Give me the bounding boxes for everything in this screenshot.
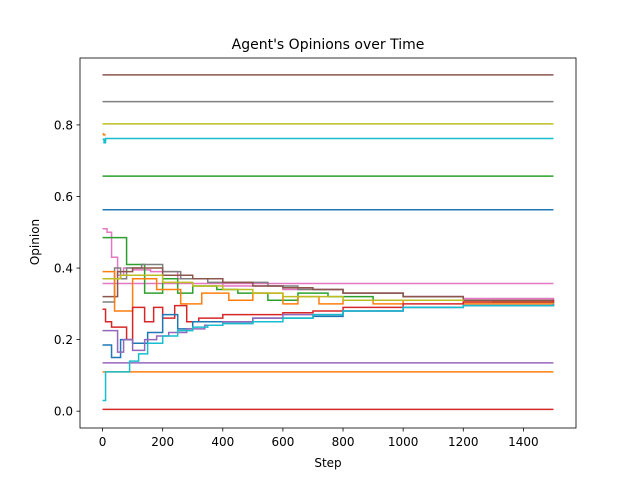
x-tick-label-6: 1200 <box>448 435 479 449</box>
series-line-20 <box>102 304 555 402</box>
chart-title: Agent's Opinions over Time <box>232 37 425 53</box>
series-line-14 <box>102 267 555 303</box>
series-line-4 <box>102 133 106 136</box>
x-tick-label-3: 600 <box>271 435 294 449</box>
y-tick-label-1: 0.2 <box>54 333 73 347</box>
y-axis-label: Opinion <box>28 219 42 265</box>
series-line-16 <box>102 274 555 304</box>
x-tick-label-4: 800 <box>332 435 355 449</box>
x-tick-label-5: 1000 <box>388 435 419 449</box>
x-axis-label: Step <box>314 456 341 470</box>
y-tick-label-0: 0.0 <box>54 405 73 419</box>
x-tick-label-7: 1400 <box>508 435 539 449</box>
series-line-17 <box>102 300 555 341</box>
plot-frame <box>79 57 577 429</box>
y-tick-label-2: 0.4 <box>54 262 73 276</box>
x-tick-label-0: 0 <box>99 435 107 449</box>
x-tick-label-1: 200 <box>151 435 174 449</box>
y-tick-label-4: 0.8 <box>54 118 73 132</box>
ticks-layer: 0 200 400 600 800 1000 1200 1400 0.0 0.2 0.4 0.6 0.8 <box>54 118 539 449</box>
y-tick-label-3: 0.6 <box>54 190 73 204</box>
series-line-3 <box>102 137 554 144</box>
series-layer <box>102 74 555 411</box>
x-tick-label-2: 400 <box>211 435 234 449</box>
